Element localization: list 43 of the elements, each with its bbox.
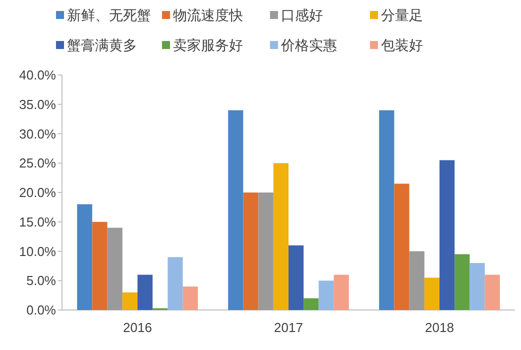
legend-label: 分量足 [381, 7, 423, 23]
y-tick-label: 25.0% [19, 156, 56, 171]
bar [288, 245, 304, 310]
y-tick-label: 5.0% [26, 273, 56, 288]
y-tick-label: 30.0% [19, 126, 56, 142]
bar [258, 192, 274, 310]
bar [379, 110, 394, 310]
bar [122, 292, 138, 310]
bar [168, 257, 183, 310]
y-tick-label: 0.0% [26, 302, 56, 318]
x-tick-label: 2018 [425, 320, 454, 335]
bar [318, 280, 334, 310]
bar [273, 163, 288, 310]
legend-label: 价格实惠 [280, 37, 337, 53]
y-tick-label: 35.0% [19, 96, 56, 112]
y-tick-label: 20.0% [19, 185, 56, 200]
bar [138, 274, 153, 310]
bar [424, 278, 440, 310]
bar [440, 160, 455, 310]
bar [92, 222, 108, 310]
legend-label: 卖家服务好 [173, 37, 243, 53]
bar [394, 184, 410, 310]
bar [243, 192, 258, 310]
legend-label: 物流速度快 [173, 7, 243, 23]
y-tick-label: 10.0% [19, 244, 56, 259]
x-tick-label: 2016 [123, 320, 152, 335]
legend-label: 蟹膏满黄多 [67, 37, 137, 53]
bar [470, 263, 485, 310]
legend-label: 口感好 [281, 7, 323, 23]
legend-label: 包装好 [381, 37, 423, 53]
bar [182, 286, 198, 310]
x-tick-label: 2017 [274, 320, 303, 335]
y-tick-label: 40.0% [19, 68, 56, 82]
bar [484, 274, 500, 310]
y-tick-label: 15.0% [19, 214, 56, 230]
bar [454, 254, 470, 310]
legend-label: 新鲜、无死蟹 [67, 7, 151, 23]
bar [409, 251, 424, 310]
bar [334, 274, 349, 310]
bar [77, 204, 92, 310]
bar [107, 228, 122, 310]
bar [304, 298, 319, 310]
bar [228, 110, 244, 310]
